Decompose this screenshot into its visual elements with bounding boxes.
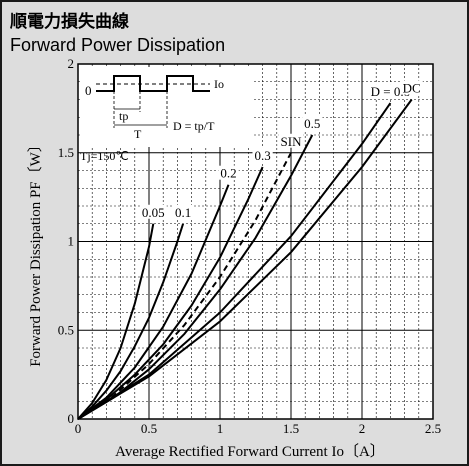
inset-tp-label: tp: [119, 109, 128, 123]
inset-t-label: T: [134, 127, 142, 141]
y-tick-label: 0: [68, 411, 75, 426]
y-tick-label: 1.5: [58, 145, 74, 160]
x-tick-label: 1: [217, 421, 224, 436]
curve-label: 0.1: [175, 205, 191, 220]
condition-label: Tj=150℃: [80, 149, 129, 163]
curve-d-0-8: [77, 102, 392, 420]
curve-label-background: [172, 204, 194, 219]
curve-label-background: [218, 165, 239, 180]
y-axis-label: Forward Power Dissipation PF〔W〕: [27, 137, 44, 367]
inset-formula: D = tp/T: [173, 119, 215, 133]
x-tick-label: 0.5: [141, 421, 157, 436]
curve-label: 0.3: [254, 148, 270, 163]
x-tick-label: 2: [359, 421, 366, 436]
chart-title-jp: 順電力損失曲線: [10, 12, 129, 32]
tick-labels: 0 0.5 1 1.5 2 2.5 0 0.5 1 1.5 2: [58, 56, 441, 436]
curve-label: D = 0.8: [371, 84, 410, 99]
curve-label-background: [252, 147, 273, 162]
curve-label-background: [278, 133, 304, 148]
curve-dc: [77, 98, 413, 420]
plot-border: [77, 63, 434, 420]
curve-0-3: [77, 166, 264, 420]
curves: [77, 98, 413, 420]
curve-label: 0.05: [142, 205, 165, 220]
inset-io-label: Io: [214, 77, 224, 91]
y-tick-label: 1: [68, 234, 75, 249]
curve-label: SIN: [281, 134, 303, 149]
curve-label: 0.5: [304, 116, 320, 131]
curve-label-background: [400, 80, 423, 95]
y-tick-label: 0.5: [58, 322, 74, 337]
duty-cycle-inset: 0 Io tp T D = tp/T: [80, 67, 253, 147]
x-axis-label: Average Rectified Forward Current Io〔A〕: [115, 443, 385, 460]
curve-0-1: [77, 223, 185, 420]
x-tick-label: 0: [75, 421, 82, 436]
x-tick-label: 2.5: [425, 421, 441, 436]
curve-label-background: [302, 116, 323, 130]
curve-label-background: [139, 204, 167, 219]
curve-0-05: [77, 223, 155, 420]
curve-0-2: [77, 184, 230, 420]
x-tick-label: 1.5: [283, 421, 299, 436]
curve-label: DC: [403, 81, 421, 96]
inset-zero-label: 0: [85, 83, 92, 98]
y-tick-label: 2: [68, 56, 75, 71]
chart-title-en: Forward Power Dissipation: [10, 35, 226, 55]
curve-label: 0.2: [220, 166, 236, 181]
